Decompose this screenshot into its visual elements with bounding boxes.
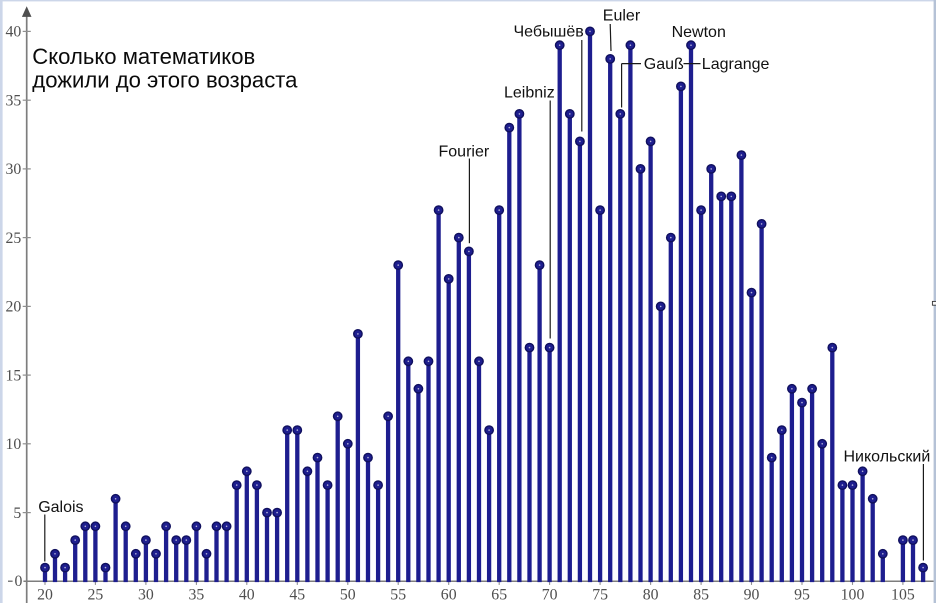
svg-text:90: 90 xyxy=(744,586,760,603)
svg-text:Чебышёв: Чебышёв xyxy=(514,23,584,40)
svg-text:50: 50 xyxy=(340,586,356,603)
svg-text:0: 0 xyxy=(14,573,22,590)
svg-text:30: 30 xyxy=(138,586,154,603)
svg-text:100: 100 xyxy=(841,586,865,603)
svg-text:35: 35 xyxy=(189,586,205,603)
svg-text:25: 25 xyxy=(6,230,22,247)
svg-text:Fourier: Fourier xyxy=(439,143,490,160)
svg-text:Gauß: Gauß xyxy=(644,56,684,73)
svg-text:25: 25 xyxy=(88,586,104,603)
svg-text:45: 45 xyxy=(289,586,305,603)
svg-text:40: 40 xyxy=(6,24,22,41)
svg-text:20: 20 xyxy=(6,299,22,316)
svg-text:80: 80 xyxy=(643,586,659,603)
svg-text:75: 75 xyxy=(592,586,608,603)
svg-text:Newton: Newton xyxy=(672,24,726,41)
svg-text:35: 35 xyxy=(6,92,22,109)
svg-text:Leibniz: Leibniz xyxy=(504,85,555,102)
svg-text:Никольский: Никольский xyxy=(844,449,931,466)
svg-text:Сколько математиков: Сколько математиков xyxy=(32,44,255,69)
svg-text:55: 55 xyxy=(390,586,406,603)
svg-text:30: 30 xyxy=(6,161,22,178)
svg-text:10: 10 xyxy=(6,436,22,453)
svg-text:95: 95 xyxy=(794,586,810,603)
svg-text:65: 65 xyxy=(491,586,507,603)
svg-text:70: 70 xyxy=(542,586,558,603)
svg-text:60: 60 xyxy=(441,586,457,603)
svg-text:85: 85 xyxy=(693,586,709,603)
svg-text:40: 40 xyxy=(239,586,255,603)
svg-text:20: 20 xyxy=(37,586,53,603)
svg-text:дожили до этого возраста: дожили до этого возраста xyxy=(32,68,298,93)
svg-text:Galois: Galois xyxy=(38,499,83,516)
svg-text:Lagrange: Lagrange xyxy=(702,56,770,73)
svg-text:5: 5 xyxy=(13,505,21,522)
svg-text:15: 15 xyxy=(6,367,22,384)
svg-text:105: 105 xyxy=(891,586,915,603)
svg-text:Euler: Euler xyxy=(603,8,641,25)
